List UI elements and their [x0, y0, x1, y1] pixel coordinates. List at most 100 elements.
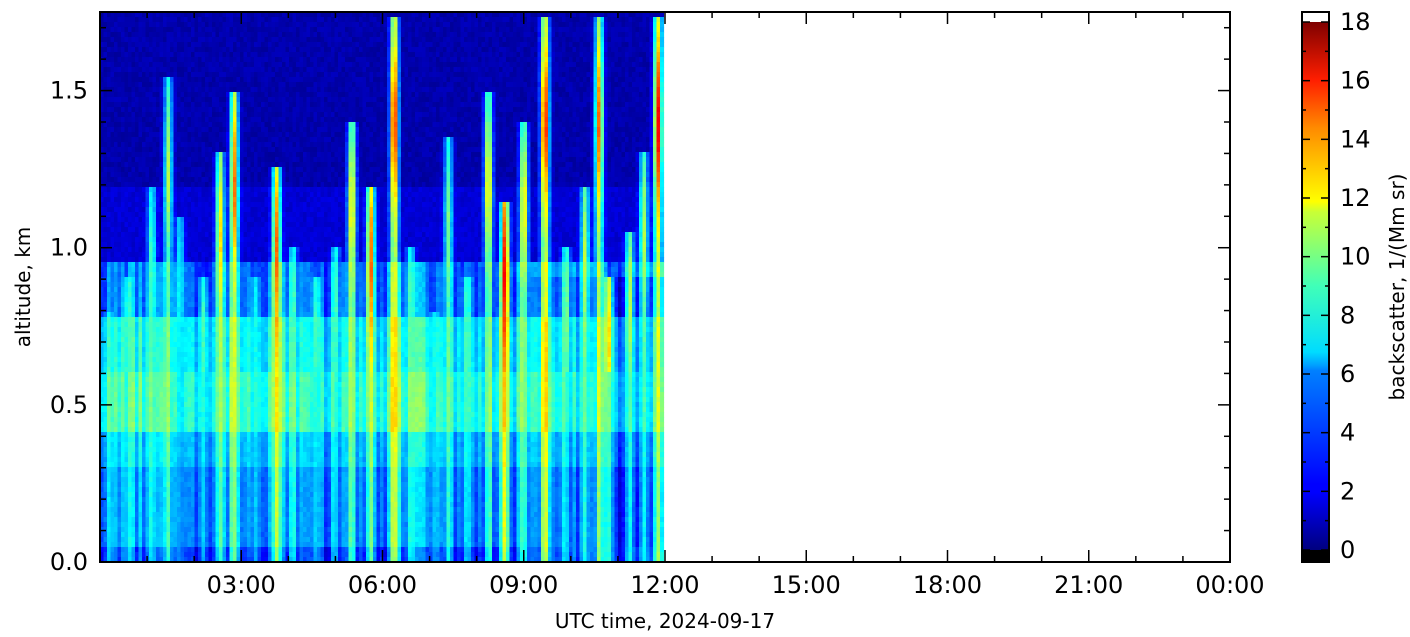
heatmap-cell [145, 487, 150, 493]
heatmap-cell [201, 242, 206, 248]
heatmap-cell [159, 432, 164, 438]
heatmap-cell [114, 527, 119, 533]
heatmap-cell [243, 557, 248, 562]
heatmap-cell [138, 547, 143, 553]
heatmap-cell [212, 267, 217, 273]
heatmap-cell [240, 277, 245, 283]
heatmap-cell [219, 362, 224, 368]
heatmap-cell [184, 492, 189, 498]
heatmap-cell [254, 387, 259, 393]
heatmap-cell [170, 202, 175, 208]
heatmap-cell [250, 22, 255, 28]
heatmap-cell [173, 557, 178, 562]
heatmap-cell [128, 462, 133, 468]
heatmap-cell [117, 137, 122, 143]
heatmap-cell [226, 552, 231, 558]
heatmap-cell [128, 82, 133, 88]
heatmap-cell [121, 107, 126, 113]
heatmap-cell [229, 62, 234, 68]
heatmap-cell [103, 197, 108, 203]
heatmap-cell [135, 462, 140, 468]
heatmap-cell [194, 327, 199, 333]
heatmap-cell [243, 292, 248, 298]
heatmap-cell [138, 152, 143, 158]
heatmap-cell [170, 432, 175, 438]
heatmap-cell [128, 427, 133, 433]
heatmap-cell [103, 82, 108, 88]
heatmap-cell [187, 157, 192, 163]
heatmap-cell [166, 42, 171, 48]
heatmap-cell [170, 122, 175, 128]
heatmap-cell [226, 367, 231, 373]
heatmap-cell [180, 197, 185, 203]
heatmap-cell [121, 82, 126, 88]
heatmap-cell [166, 507, 171, 513]
heatmap-cell [107, 52, 112, 58]
heatmap-cell [128, 142, 133, 148]
heatmap-cell [135, 362, 140, 368]
heatmap-cell [103, 492, 108, 498]
heatmap-cell [205, 277, 210, 283]
heatmap-cell [191, 317, 196, 323]
heatmap-cell [159, 472, 164, 478]
heatmap-cell [226, 247, 231, 253]
heatmap-cell [212, 302, 217, 308]
heatmap-cell [233, 87, 238, 93]
heatmap-cell [205, 497, 210, 503]
heatmap-cell [212, 82, 217, 88]
heatmap-cell [205, 552, 210, 558]
heatmap-cell [177, 297, 182, 303]
heatmap-cell [135, 347, 140, 353]
heatmap-cell [131, 492, 136, 498]
heatmap-cell [173, 477, 178, 483]
heatmap-cell [156, 362, 161, 368]
heatmap-cell [233, 527, 238, 533]
heatmap-cell [219, 137, 224, 143]
heatmap-cell [191, 532, 196, 538]
heatmap-cell [219, 87, 224, 93]
heatmap-cell [103, 432, 108, 438]
heatmap-cell [229, 392, 234, 398]
heatmap-cell [156, 197, 161, 203]
heatmap-cell [187, 452, 192, 458]
heatmap-cell [114, 152, 119, 158]
heatmap-cell [201, 347, 206, 353]
heatmap-cell [191, 522, 196, 528]
heatmap-cell [212, 167, 217, 173]
heatmap-cell [194, 402, 199, 408]
heatmap-cell [121, 257, 126, 263]
heatmap-cell [215, 292, 220, 298]
heatmap-cell [226, 217, 231, 223]
heatmap-cell [215, 187, 220, 193]
heatmap-cell [149, 192, 154, 198]
heatmap-cell [117, 227, 122, 233]
heatmap-cell [191, 162, 196, 168]
heatmap-cell [198, 307, 203, 313]
heatmap-cell [198, 192, 203, 198]
heatmap-cell [166, 322, 171, 328]
heatmap-cell [208, 532, 213, 538]
heatmap-cell [184, 282, 189, 288]
heatmap-cell [128, 127, 133, 133]
heatmap-cell [135, 82, 140, 88]
heatmap-cell [145, 267, 150, 273]
heatmap-cell [121, 77, 126, 83]
heatmap-cell [187, 207, 192, 213]
heatmap-cell [250, 292, 255, 298]
heatmap-cell [229, 37, 234, 43]
heatmap-cell [254, 442, 259, 448]
heatmap-cell [114, 547, 119, 553]
heatmap-cell [191, 457, 196, 463]
heatmap-cell [170, 527, 175, 533]
heatmap-cell [138, 12, 143, 18]
heatmap-cell [124, 362, 129, 368]
heatmap-cell [229, 457, 234, 463]
heatmap-cell [107, 557, 112, 562]
heatmap-cell [180, 22, 185, 28]
heatmap-cell [222, 342, 227, 348]
heatmap-cell [194, 487, 199, 493]
heatmap-cell [117, 497, 122, 503]
heatmap-cell [236, 142, 241, 148]
heatmap-cell [170, 222, 175, 228]
heatmap-cell [117, 247, 122, 253]
